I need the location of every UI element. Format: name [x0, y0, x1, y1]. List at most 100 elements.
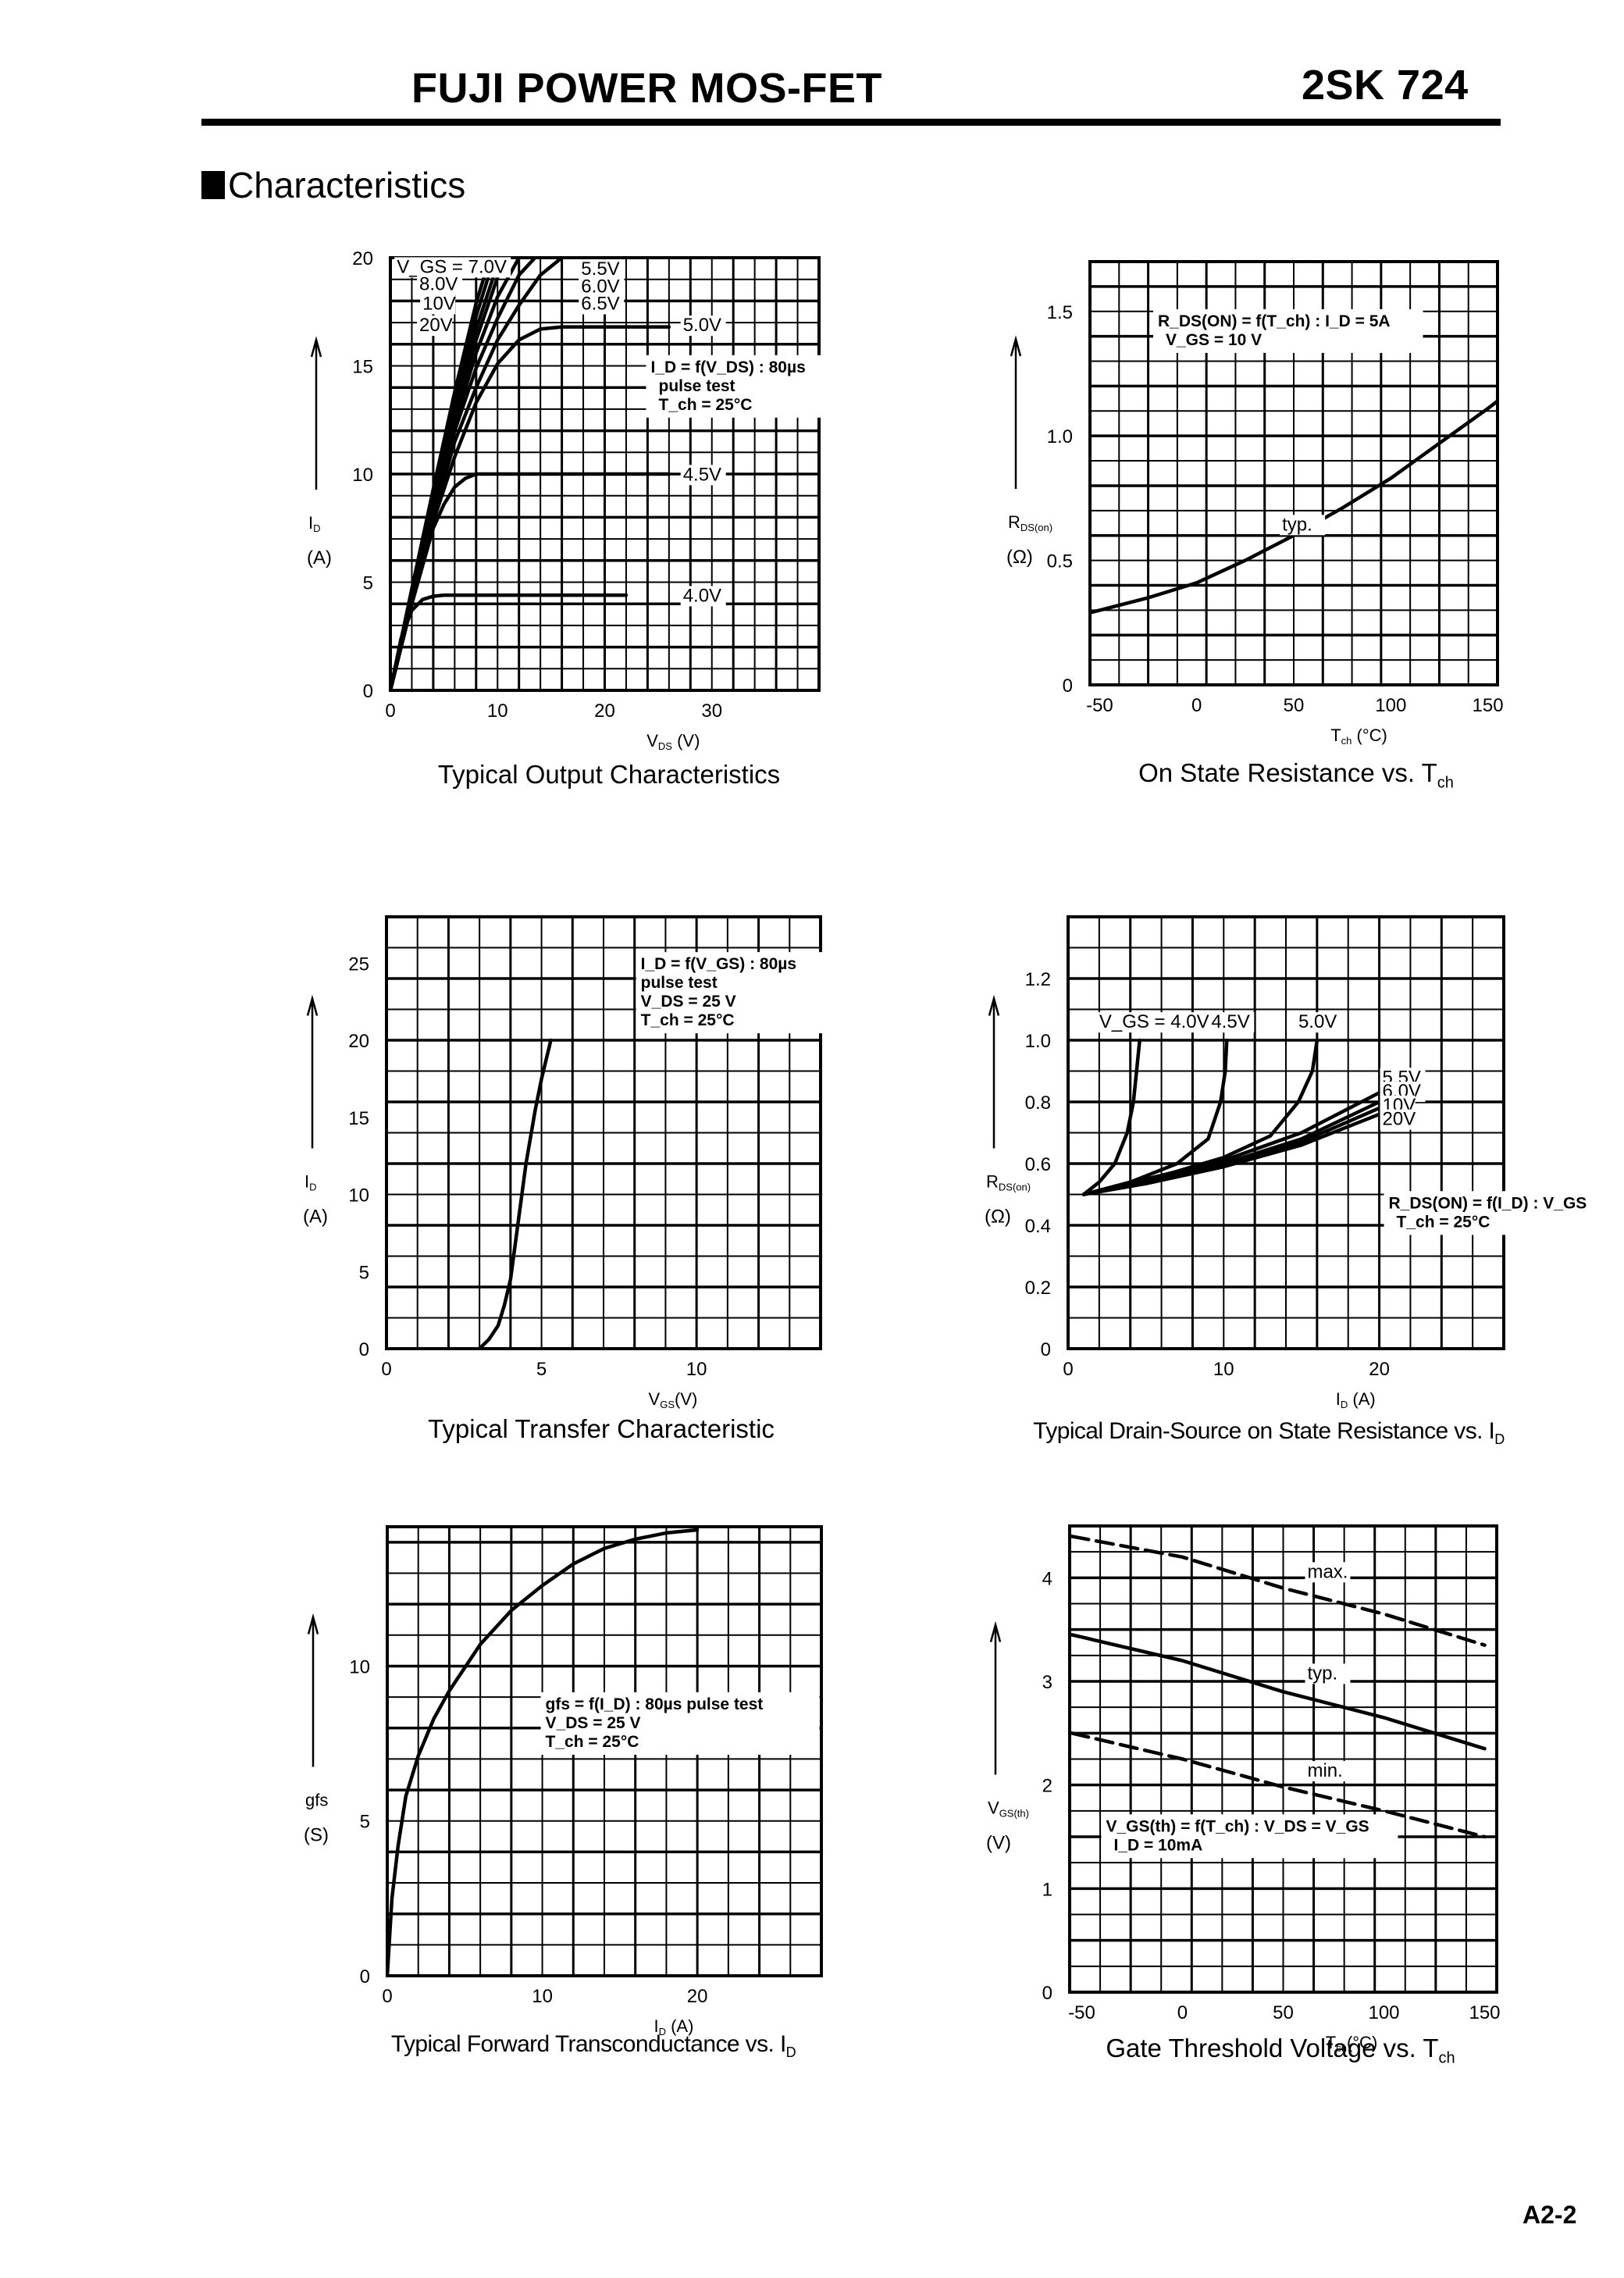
- x-tick-label: 150: [1473, 695, 1504, 716]
- y-tick-label: 10: [352, 465, 373, 486]
- plot-frame: [1067, 915, 1505, 1350]
- annotation-line: V_GS(th) = f(T_ch) : V_DS = V_GS: [1106, 1817, 1369, 1835]
- annotation-line: pulse test: [659, 377, 735, 395]
- x-axis-label: ID (A): [654, 2016, 693, 2037]
- y-axis-unit: (Ω): [985, 1207, 1011, 1228]
- caption-gfs-vs-id-text: Typical Forward Transconductance vs. I: [390, 2031, 786, 2057]
- grid: [1070, 1526, 1497, 1992]
- x-tick-label: 0: [385, 701, 395, 722]
- y-tick-label: 5: [359, 1262, 369, 1283]
- x-tick-label: 0: [1063, 1359, 1073, 1380]
- x-tick-label: 100: [1375, 695, 1406, 716]
- y-tick-label: 10: [348, 1185, 369, 1207]
- curve-label: 4.0V: [683, 585, 721, 606]
- y-tick-label: 5: [360, 1812, 370, 1833]
- y-tick-label: 1.0: [1047, 426, 1073, 447]
- part-number: 2SK 724: [1302, 62, 1469, 109]
- annotation-line: gfs = f(I_D) : 80µs pulse test: [546, 1695, 764, 1713]
- y-tick-label: 20: [352, 248, 373, 269]
- series-20V: [1081, 1112, 1381, 1196]
- curve-label: typ.: [1307, 1663, 1337, 1684]
- caption-gfs-vs-id-sub: D: [785, 2044, 796, 2060]
- annotation-line: T_ch = 25°C: [1397, 1213, 1490, 1231]
- grid: [386, 917, 821, 1349]
- header-rule: [201, 119, 1501, 126]
- series-typ.: [387, 1528, 700, 1976]
- curve-label: 4.5V: [683, 464, 721, 485]
- chart-rds-vs-tch: R_DS(ON) = f(T_ch) : I_D = 5AV_GS = 10 V…: [1006, 260, 1504, 747]
- caption-rds-vs-id-text: Typical Drain-Source on State Resistance…: [1033, 1418, 1495, 1444]
- y-tick-label: 5: [363, 573, 373, 594]
- series-min.: [1070, 1731, 1487, 1839]
- caption-vgsth-vs-tch-text: Gate Threshold Voltage vs. T: [1106, 2034, 1439, 2062]
- x-tick-label: 50: [1273, 2002, 1294, 2023]
- y-tick-label: 3: [1042, 1672, 1052, 1693]
- curve-label: 20V: [1383, 1109, 1416, 1130]
- grid: [387, 1527, 821, 1976]
- annotation-line: V_DS = 25 V: [546, 1714, 641, 1732]
- y-axis-unit: (V): [986, 1833, 1011, 1854]
- plot-frame: [385, 915, 822, 1350]
- caption-gfs-vs-id: Typical Forward Transconductance vs. ID: [390, 2031, 796, 2060]
- y-axis-unit: (A): [307, 547, 332, 569]
- y-tick-label: 1.5: [1047, 302, 1073, 323]
- x-tick-label: 10: [487, 701, 508, 722]
- annotation-line: T_ch = 25°C: [546, 1733, 639, 1751]
- x-tick-label: 100: [1368, 2002, 1399, 2023]
- series-typ.: [1070, 1633, 1487, 1751]
- y-tick-label: 1.2: [1025, 969, 1051, 990]
- y-tick-label: 15: [348, 1108, 369, 1129]
- curve-label: 5.0V: [1298, 1011, 1337, 1032]
- caption-rds-vs-tch-sub: ch: [1437, 774, 1454, 792]
- y-axis-label: gfs: [305, 1791, 328, 1810]
- y-tick-label: 4: [1042, 1568, 1052, 1589]
- y-axis-unit: (A): [303, 1207, 328, 1228]
- caption-output: Typical Output Characteristics: [438, 761, 780, 787]
- series-typ.: [477, 1038, 553, 1349]
- caption-rds-vs-id-sub: D: [1494, 1431, 1505, 1447]
- y-tick-label: 0: [360, 1966, 370, 1987]
- x-tick-label: 20: [687, 1986, 708, 2007]
- annotation-line: R_DS(ON) = f(T_ch) : I_D = 5A: [1158, 312, 1391, 330]
- y-tick-label: 1: [1042, 1879, 1052, 1900]
- x-tick-label: 20: [1369, 1359, 1390, 1380]
- curve-label: 20V: [419, 315, 453, 336]
- caption-rds-vs-tch-text: On State Resistance vs. T: [1138, 758, 1437, 787]
- series-typ.: [1090, 399, 1498, 615]
- x-tick-label: -50: [1086, 695, 1113, 716]
- caption-transfer: Typical Transfer Characteristic: [428, 1416, 775, 1442]
- y-tick-label: 0: [1063, 676, 1073, 697]
- series-4.0V: [1081, 1038, 1141, 1196]
- series-5.5V: [1081, 1090, 1381, 1196]
- x-axis-label: VGS(V): [649, 1389, 698, 1410]
- y-tick-label: 0.6: [1025, 1154, 1051, 1175]
- series-4.0V: [390, 593, 629, 690]
- caption-transfer-text: Typical Transfer Characteristic: [428, 1414, 775, 1443]
- curve-label: V_GS = 4.0V: [1099, 1011, 1209, 1032]
- x-tick-label: -50: [1068, 2002, 1095, 2023]
- curve-label: 6.0V: [581, 276, 619, 297]
- x-tick-label: 10: [1213, 1359, 1234, 1380]
- annotation-line: V_GS = 10 V: [1166, 331, 1262, 349]
- y-axis-label: ID: [304, 1172, 317, 1193]
- series-20V: [390, 258, 492, 690]
- y-tick-label: 0.8: [1025, 1093, 1051, 1114]
- curve-label: 10V: [422, 293, 456, 314]
- y-tick-label: 0.5: [1047, 551, 1073, 572]
- curve-label: max.: [1307, 1561, 1348, 1582]
- x-tick-label: 0: [1177, 2002, 1188, 2023]
- chart-rds-vs-id: R_DS(ON) = f(I_D) : V_GST_ch = 25°C V_GS …: [985, 915, 1609, 1410]
- caption-rds-vs-tch: On State Resistance vs. Tch: [1138, 760, 1454, 791]
- y-axis-unit: (Ω): [1006, 547, 1033, 568]
- annotation-line: I_D = 10mA: [1113, 1836, 1202, 1854]
- series-max.: [1070, 1535, 1487, 1647]
- y-axis-label: ID: [308, 513, 321, 534]
- y-tick-label: 20: [348, 1031, 369, 1052]
- y-tick-label: 0: [359, 1339, 369, 1360]
- x-axis-label: VDS (V): [646, 731, 700, 752]
- x-tick-label: 0: [381, 1359, 391, 1380]
